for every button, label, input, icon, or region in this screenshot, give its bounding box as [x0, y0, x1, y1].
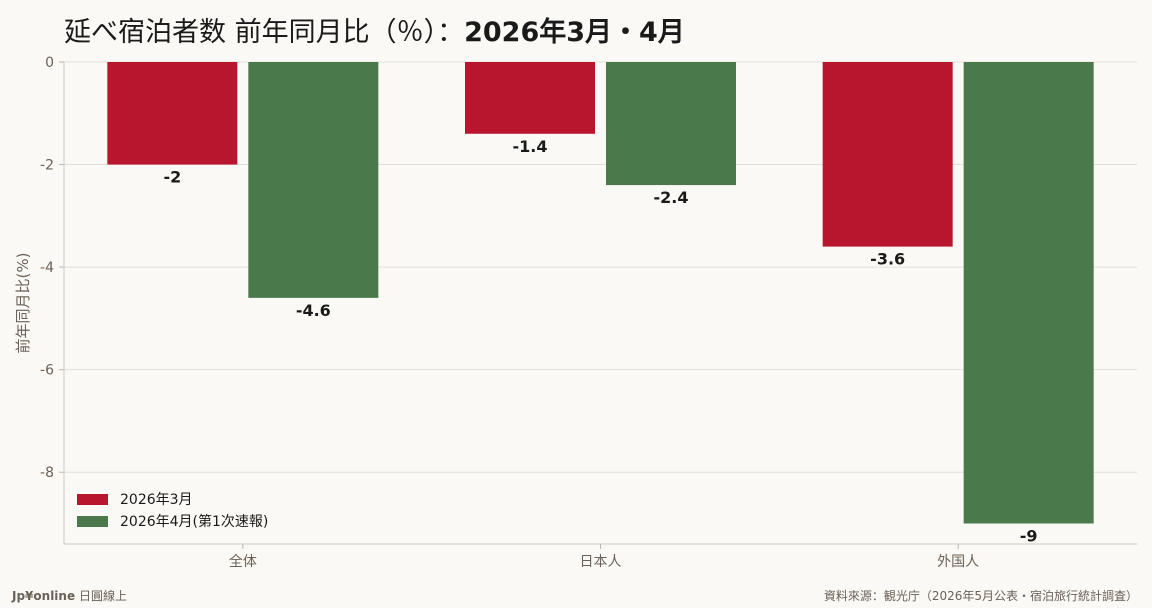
chart-title: 延べ宿泊者数 前年同月比（％）：2026年3月・4月	[64, 10, 685, 49]
legend-entry: 2026年3月	[120, 492, 193, 508]
y-tick-label: -2	[40, 158, 54, 174]
data-label: -4.6	[296, 301, 331, 320]
legend-entry: 2026年4月(第1次速報)	[120, 513, 268, 530]
brand-logo-text: Jp¥online	[12, 589, 76, 603]
data-label: -3.6	[870, 250, 905, 269]
y-tick-label: -8	[40, 465, 54, 481]
y-tick-label: 0	[45, 55, 54, 71]
data-label: -2	[163, 168, 181, 187]
x-tick-label: 日本人	[580, 554, 622, 570]
data-label: -1.4	[513, 137, 548, 156]
source-note: 資料來源：観光庁（2026年5月公表・宿泊旅行統計調査）	[823, 589, 1138, 603]
bar	[963, 62, 1094, 524]
bar	[822, 62, 953, 247]
brand-credit: Jp¥online 日圓線上	[12, 587, 127, 604]
y-tick-label: -6	[40, 363, 54, 379]
legend-swatch	[77, 494, 108, 505]
brand-subtitle: 日圓線上	[78, 589, 127, 603]
bar	[606, 62, 736, 186]
chart-title-main: 延べ宿泊者数 前年同月比（％）：	[64, 17, 465, 48]
data-label: -2.4	[654, 188, 689, 207]
y-axis-label: 前年同月比(%)	[14, 253, 32, 354]
y-tick-label: -4	[40, 260, 54, 276]
bar	[107, 62, 238, 165]
data-label: -9	[1020, 526, 1038, 545]
bar	[465, 62, 595, 134]
x-tick-label: 外国人	[937, 554, 979, 570]
legend-swatch	[77, 516, 108, 527]
x-tick-label: 全体	[229, 553, 257, 570]
chart-title-period: 2026年3月・4月	[464, 17, 685, 48]
bar	[248, 62, 379, 298]
